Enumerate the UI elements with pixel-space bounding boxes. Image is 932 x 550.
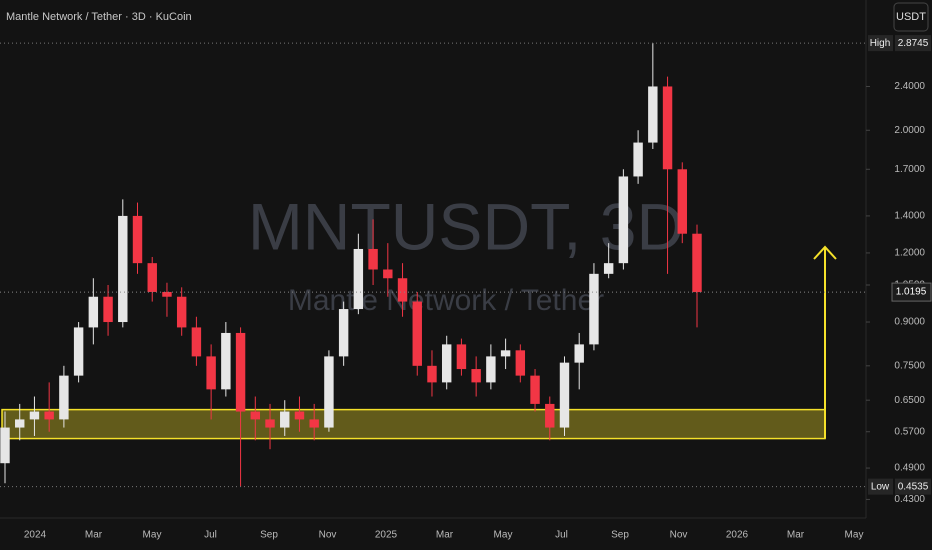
currency-button[interactable] (893, 2, 929, 32)
candle-body (0, 427, 10, 464)
watermark: MNTUSDT, 3D (248, 189, 684, 263)
candle-body (235, 332, 246, 412)
candle-body (412, 301, 422, 366)
last-price-box (891, 282, 932, 302)
chart-title: Mantle Network / Tether · 3D · KuCoin (6, 11, 192, 23)
y-tick-label: 2.4000 (894, 81, 925, 92)
x-tick-label: 2024 (24, 530, 47, 541)
candle-body (280, 411, 290, 428)
candle-body (545, 403, 555, 428)
candle-body (648, 86, 658, 143)
candle-body (692, 233, 702, 293)
candle-body (427, 365, 437, 383)
y-tick-label: 0.9000 (894, 317, 925, 328)
candle-body (132, 215, 143, 264)
candle-body (103, 296, 113, 323)
y-tick-label: 1.4000 (894, 211, 925, 222)
last-price-label: 1.0195 (896, 287, 927, 298)
candle-body (618, 176, 629, 264)
y-tick-label: 0.4300 (894, 494, 925, 505)
candle-body (530, 375, 540, 404)
candle-body (265, 419, 275, 428)
candle-body (309, 419, 319, 428)
y-tick-label: 1.2000 (894, 248, 925, 259)
candle-body (294, 411, 305, 420)
low-label: Low (871, 481, 890, 492)
x-tick-label: May (845, 530, 864, 541)
watermark-subtitle: Mantle Network / Tether (288, 284, 604, 317)
x-tick-label: 2026 (726, 530, 749, 541)
candle-body (368, 248, 378, 270)
y-tick-label: 2.0000 (894, 125, 925, 136)
low-value: 0.4535 (898, 481, 929, 492)
x-tick-label: Sep (611, 530, 629, 541)
x-tick-label: Mar (787, 530, 805, 541)
high-label-box (868, 35, 893, 52)
candle-body (73, 327, 84, 376)
candle-body (59, 375, 69, 420)
high-value-box (895, 35, 931, 52)
candle-body (471, 369, 481, 383)
candle-body (206, 356, 216, 390)
candle-body (118, 215, 128, 323)
candle-body (29, 411, 40, 420)
y-tick-label: 1.7000 (894, 164, 925, 175)
candle-body (633, 142, 643, 177)
candle-body (162, 291, 172, 297)
x-tick-label: Nov (670, 530, 688, 541)
high-label: High (870, 38, 891, 49)
low-label-box (868, 478, 893, 495)
candle-body (15, 419, 25, 428)
candle-body (589, 273, 599, 345)
candle-body (559, 362, 570, 428)
candle-body (486, 356, 496, 383)
candle-body (500, 350, 511, 357)
x-tick-label: Jul (555, 530, 568, 541)
currency-label[interactable]: USDT (896, 11, 926, 23)
y-tick-label: 0.7500 (894, 360, 925, 371)
x-tick-label: 2025 (375, 530, 398, 541)
candle-body (677, 169, 687, 234)
candle-body (221, 332, 231, 390)
candle-body (88, 296, 99, 328)
candle-body (176, 296, 187, 328)
candle-body (324, 356, 334, 428)
target-arrowhead (813, 245, 837, 260)
candle-body (603, 263, 614, 274)
x-tick-label: Jul (204, 530, 217, 541)
x-tick-label: May (143, 530, 162, 541)
y-tick-label: 0.5700 (894, 426, 925, 437)
candle-body (441, 344, 452, 383)
candle-body (44, 411, 54, 420)
x-tick-label: Sep (260, 530, 278, 541)
candle-body (250, 411, 261, 420)
candle-body (383, 269, 393, 279)
high-value: 2.8745 (898, 38, 929, 49)
x-tick-label: Nov (319, 530, 337, 541)
y-tick-label: 0.4900 (894, 463, 925, 474)
candle-body (515, 350, 526, 376)
y-tick-label: 0.6500 (894, 395, 925, 406)
x-tick-label: Mar (436, 530, 454, 541)
candle-body (353, 248, 364, 310)
candle-body (456, 344, 467, 370)
candle-body (662, 86, 673, 170)
x-tick-label: May (494, 530, 513, 541)
candle-body (147, 263, 157, 292)
low-value-box (895, 478, 931, 495)
candle-body (191, 327, 202, 357)
candle-body (338, 309, 349, 357)
candle-body (574, 344, 584, 363)
support-zone (1, 408, 826, 440)
candle-body (397, 278, 408, 302)
x-tick-label: Mar (85, 530, 103, 541)
